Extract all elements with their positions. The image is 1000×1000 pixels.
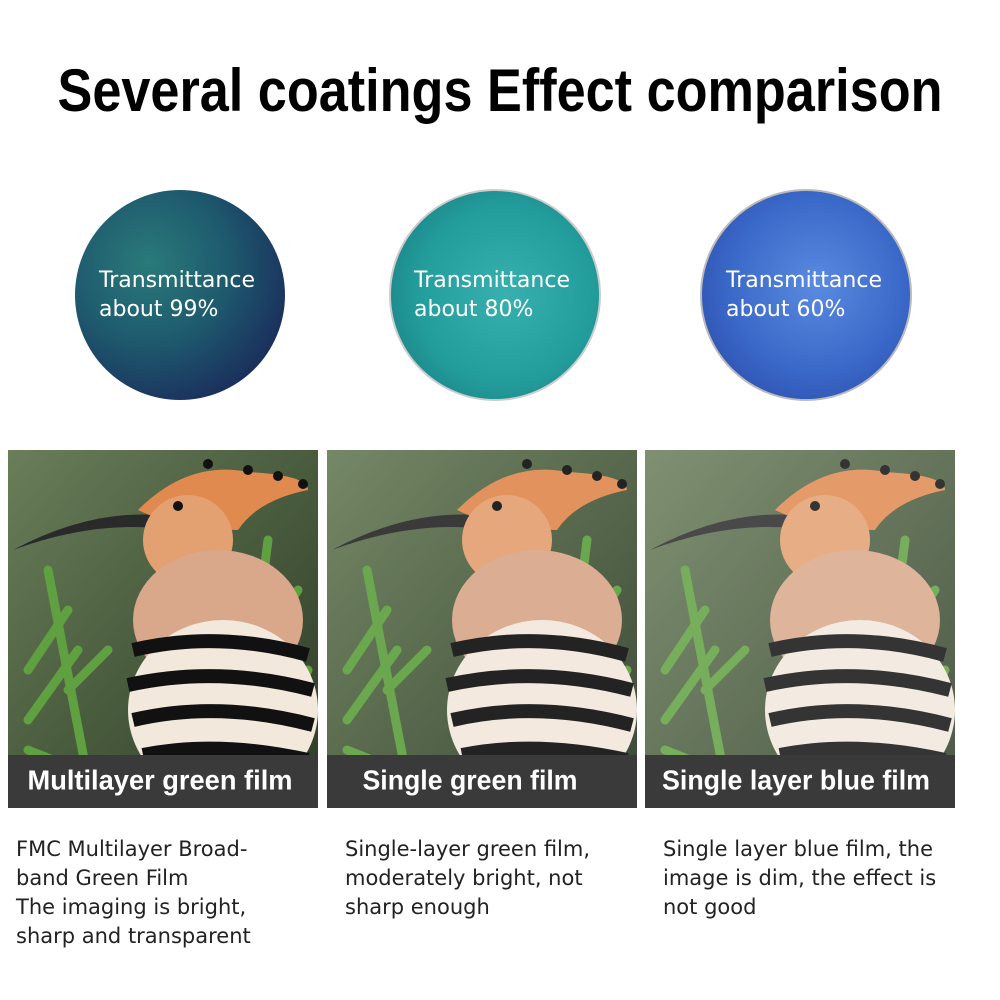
panel: Multilayer green film (8, 450, 318, 808)
title: Several coatings Effect comparison (58, 57, 943, 124)
description-line: sharp enough (345, 895, 490, 919)
caption-bar (8, 755, 318, 808)
description-line: moderately bright, not (345, 866, 583, 890)
caption-bar (327, 755, 637, 808)
caption: Multilayer green film (28, 764, 293, 795)
caption: Single layer blue film (662, 764, 930, 795)
lens-label: Transmittance (98, 268, 255, 293)
description-line: FMC Multilayer Broad- (16, 837, 247, 861)
photo (327, 450, 637, 808)
lens (75, 190, 285, 400)
description-line: Single layer blue film, the (663, 837, 933, 861)
descriptions: FMC Multilayer Broad-band Green Film The … (15, 837, 936, 948)
caption-bar (645, 755, 955, 808)
caption: Single green film (363, 764, 578, 795)
description-line: The imaging is bright, (15, 895, 246, 919)
lens (389, 189, 601, 401)
description-line: not good (663, 895, 756, 919)
lens-label: Transmittance (413, 268, 570, 293)
description-line: Single-layer green film, (345, 837, 590, 861)
lens (700, 189, 912, 401)
lens-label: about 60% (726, 297, 845, 322)
lens-label: about 99% (99, 297, 218, 322)
panel: Single layer blue film (645, 450, 955, 808)
description-line: image is dim, the effect is (663, 866, 936, 890)
description-line: band Green Film (16, 866, 188, 890)
panel: Single green film (327, 450, 637, 808)
lens-label: about 80% (414, 297, 533, 322)
description-line: sharp and transparent (16, 924, 251, 948)
photo (8, 450, 318, 808)
lens-label: Transmittance (725, 268, 882, 293)
photo (645, 450, 955, 808)
